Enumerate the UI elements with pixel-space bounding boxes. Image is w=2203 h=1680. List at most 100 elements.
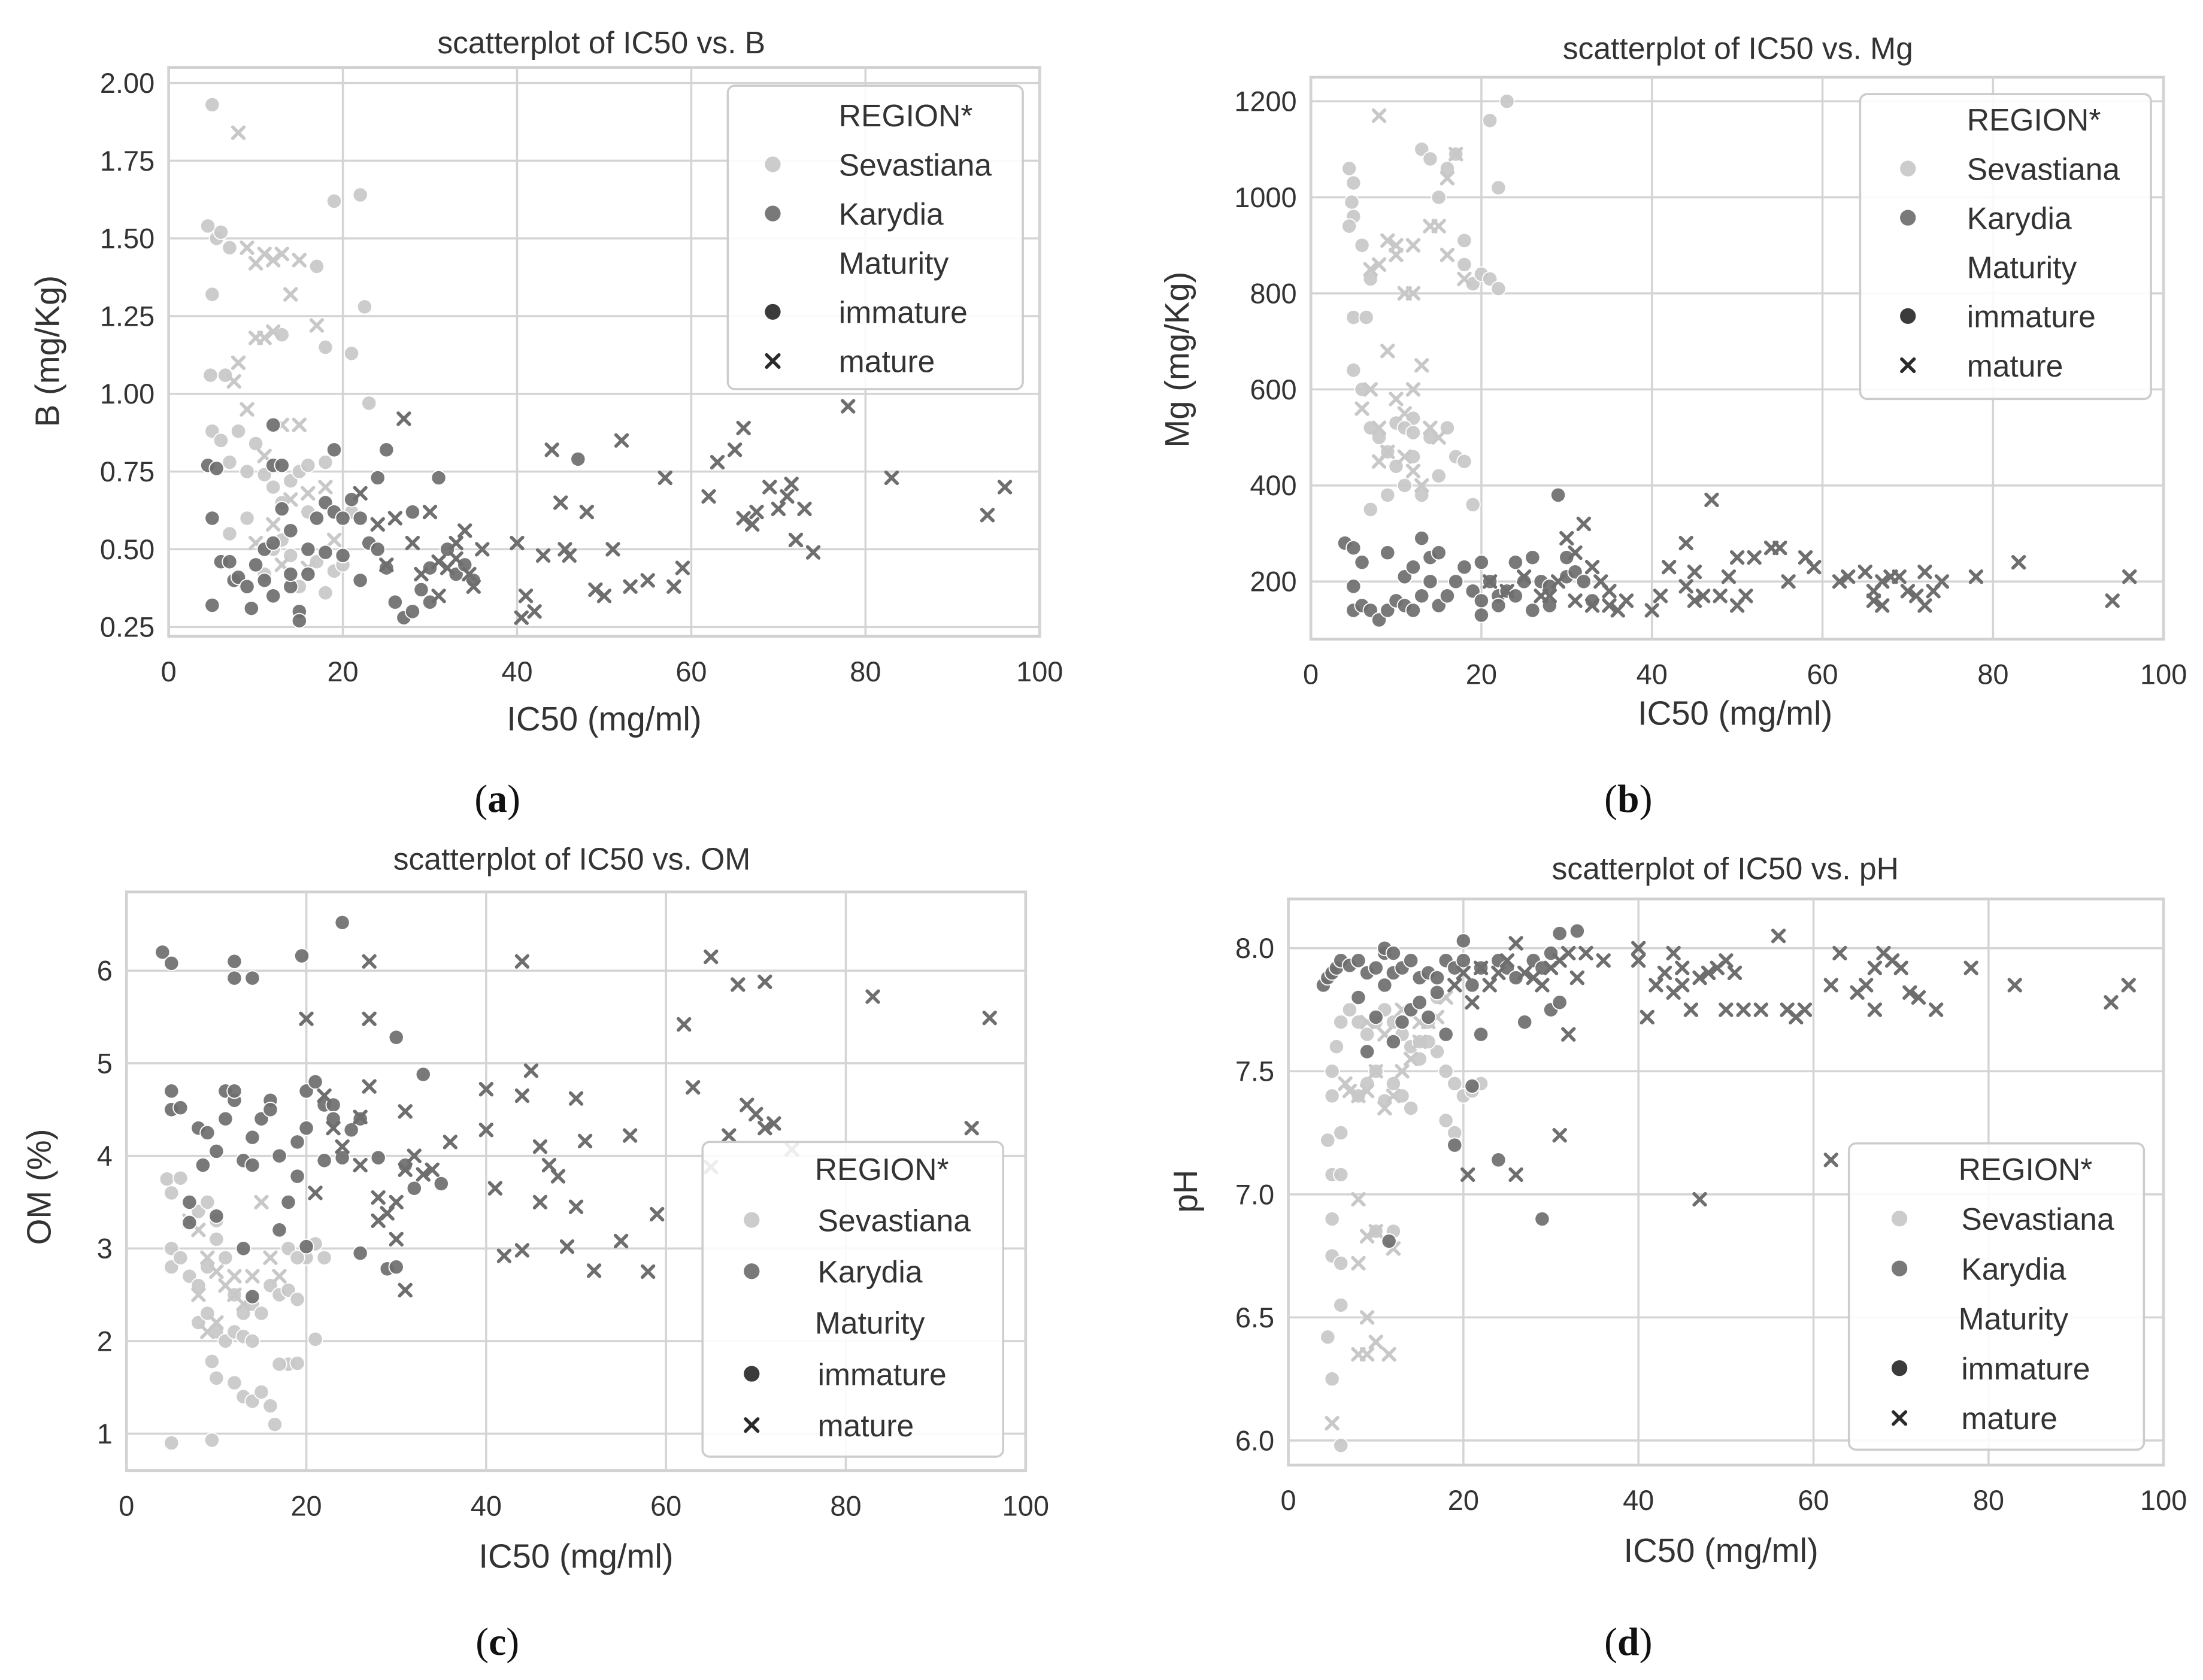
data-point-x: [422, 504, 438, 520]
data-point-x: [686, 1079, 701, 1095]
data-point-x: [2007, 978, 2022, 993]
data-point-x: [622, 1128, 638, 1143]
data-point-circle: [1482, 113, 1498, 129]
data-point-circle: [404, 504, 421, 520]
data-point-x: [231, 355, 246, 371]
data-point-x: [263, 1250, 278, 1265]
data-point-x: [449, 551, 463, 566]
data-point-circle: [326, 442, 343, 458]
data-point-circle: [266, 1416, 283, 1433]
data-point-circle: [226, 1375, 243, 1391]
data-point-x: [191, 1287, 206, 1302]
data-point-x: [398, 1162, 413, 1177]
data-point-x: [577, 1133, 593, 1149]
data-point-circle: [1584, 593, 1601, 609]
data-point-x: [1727, 965, 1743, 981]
points-a: [199, 96, 1013, 629]
data-point-circle: [256, 572, 272, 589]
legend-item-karydia: Karydia: [818, 1254, 923, 1289]
data-point-x: [1675, 960, 1690, 975]
data-point-x: [317, 1088, 332, 1103]
data-point-x: [1516, 569, 1532, 584]
data-point-circle: [244, 970, 260, 986]
data-point-circle: [222, 554, 238, 570]
data-point-x: [527, 604, 542, 619]
data-point-circle: [1346, 578, 1362, 595]
data-point-x: [1397, 406, 1412, 421]
data-point-x: [841, 399, 856, 414]
data-point-x: [353, 1157, 368, 1173]
ticks-b: 0 20 40 60 80 100 200 400 600 800 1000 1200: [1234, 86, 2187, 690]
data-point-x: [1713, 589, 1728, 604]
data-point-x: [274, 246, 289, 262]
data-point-x: [657, 470, 672, 486]
data-point-circle: [388, 1259, 404, 1275]
y-tick-label: 8.0: [1235, 933, 1274, 964]
data-point-x: [514, 1243, 530, 1258]
data-point-x: [226, 374, 241, 389]
data-point-x: [1662, 560, 1677, 575]
ticks-c: 0 20 40 60 80 100 1 2 3 4 5 6: [97, 956, 1049, 1522]
data-point-x: [1368, 1064, 1383, 1079]
data-point-x: [405, 535, 420, 551]
data-point-x: [1473, 960, 1489, 975]
x-tick-label: 80: [850, 656, 881, 687]
data-point-circle: [253, 1384, 269, 1400]
data-point-circle: [1394, 1014, 1410, 1030]
data-point-x: [1561, 1027, 1576, 1042]
x-tick-label: 40: [1623, 1485, 1654, 1516]
data-point-x: [997, 480, 1013, 495]
data-point-circle: [343, 345, 360, 362]
data-point-circle: [283, 566, 299, 583]
data-point-x: [1695, 589, 1711, 604]
data-point-x: [568, 1199, 584, 1214]
data-point-x: [2011, 554, 2026, 570]
y-axis-label-c: OM (%): [20, 1129, 58, 1245]
x-tick-label: 60: [650, 1491, 681, 1522]
panel-letter-a: a: [487, 777, 507, 821]
panel-label-b: (b): [1604, 777, 1652, 821]
legend-title-maturity: Maturity: [1959, 1302, 2069, 1336]
data-point-circle: [1381, 1233, 1397, 1250]
data-point-circle: [356, 299, 373, 315]
x-tick-label: 0: [1303, 659, 1319, 690]
data-point-circle: [1333, 1124, 1349, 1141]
data-point-circle: [1525, 602, 1541, 618]
data-point-x: [266, 253, 281, 268]
data-point-circle: [316, 1250, 332, 1266]
legend-box: [1859, 93, 2152, 401]
data-point-x: [1465, 995, 1480, 1010]
data-point-x: [1678, 579, 1693, 594]
data-point-circle: [265, 588, 281, 604]
data-point-x: [1550, 574, 1566, 589]
data-point-circle: [208, 1143, 225, 1159]
data-point-x: [559, 1239, 575, 1254]
data-point-x: [257, 330, 272, 345]
y-axis-label-b: Mg (mg/Kg): [1158, 272, 1196, 448]
data-point-circle: [378, 442, 395, 458]
y-tick-label: 0.75: [100, 456, 154, 487]
data-point-x: [562, 548, 577, 563]
data-point-circle: [1465, 496, 1481, 513]
data-point-circle: [1429, 969, 1446, 986]
data-point-circle: [1333, 1166, 1349, 1183]
data-point-x: [2105, 593, 2120, 608]
data-point-circle: [1405, 559, 1422, 575]
data-point-x: [1841, 569, 1856, 584]
data-point-x: [1491, 965, 1506, 981]
legend-item-immature: immature: [1961, 1351, 2090, 1386]
data-point-x: [387, 511, 403, 526]
y-tick-label: 2.00: [100, 68, 154, 99]
data-point-x: [1807, 560, 1822, 575]
data-point-x: [240, 402, 254, 417]
legend-item-karydia-marker: [743, 1262, 761, 1281]
data-point-x: [326, 1121, 341, 1136]
data-point-circle: [1552, 994, 1568, 1011]
data-point-x: [745, 517, 760, 532]
data-point-x: [1482, 574, 1498, 589]
data-point-x: [982, 1010, 997, 1026]
data-point-x: [1568, 545, 1583, 560]
y-tick-label: 1000: [1234, 182, 1296, 213]
data-point-x: [710, 454, 725, 470]
data-point-x: [389, 1194, 404, 1210]
